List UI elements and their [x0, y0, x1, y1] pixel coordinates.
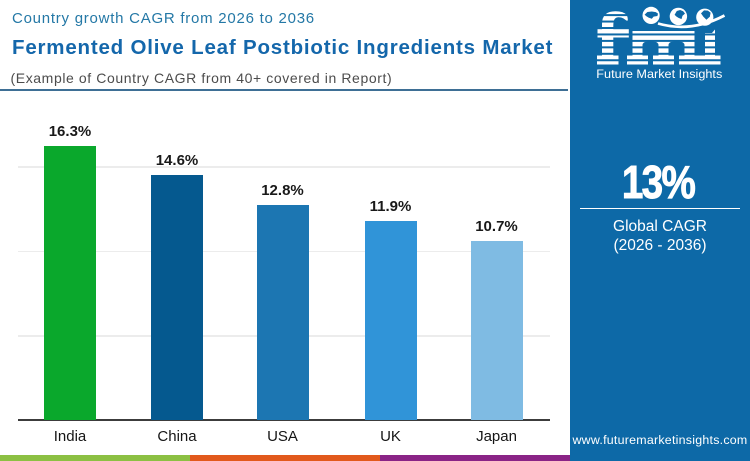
svg-text:Future Market Insights: Future Market Insights	[596, 67, 722, 81]
